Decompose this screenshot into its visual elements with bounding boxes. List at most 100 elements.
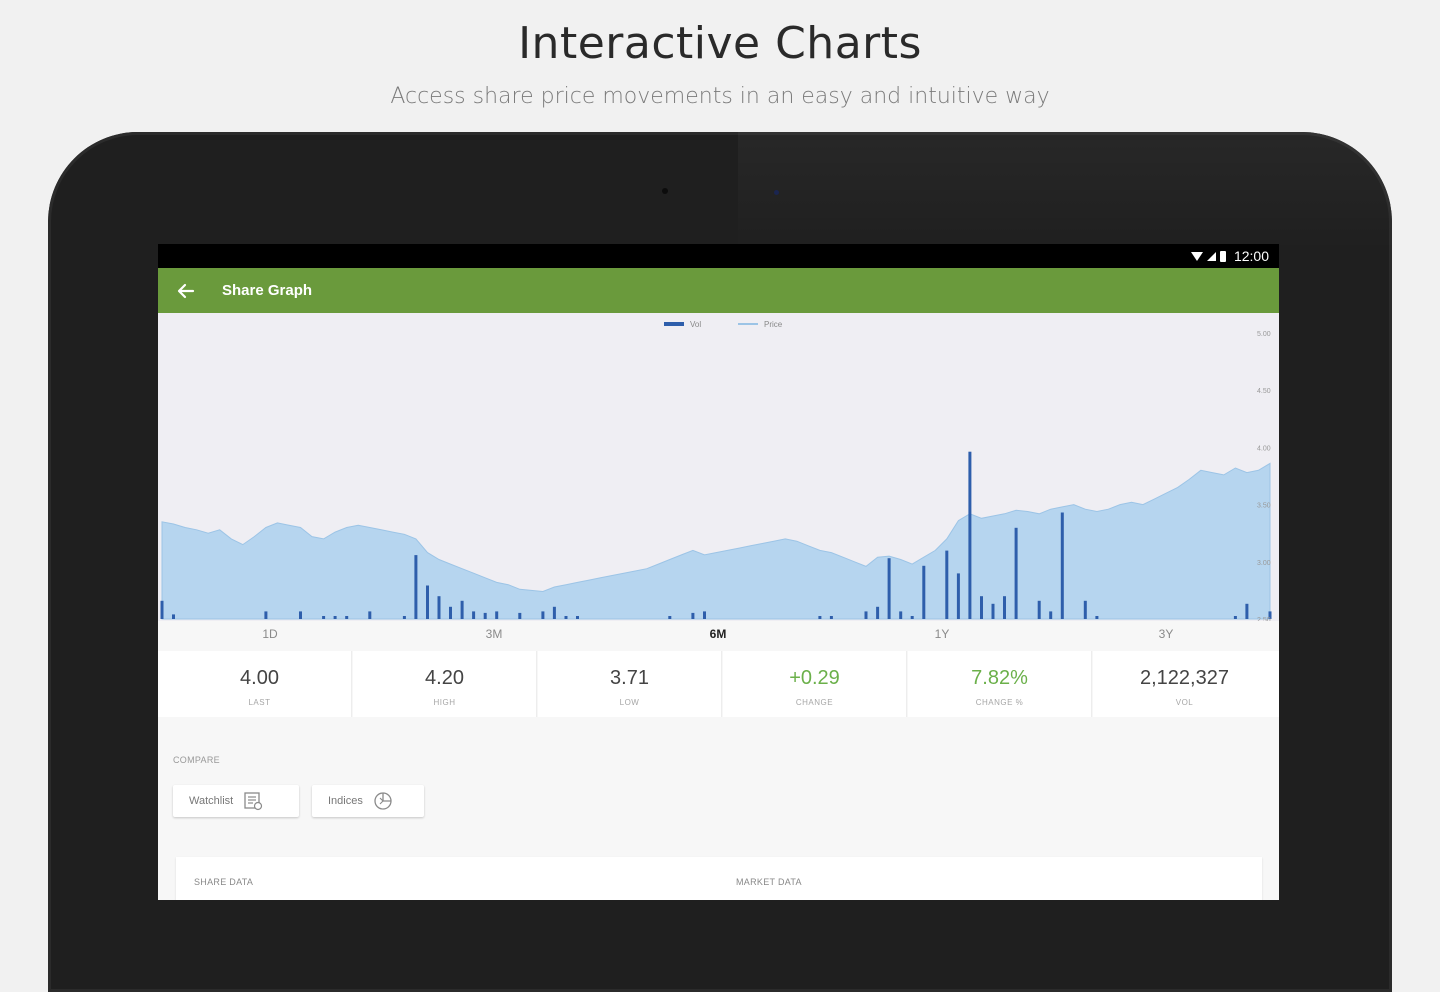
range-selector: 1D 3M 6M 1Y 3Y (158, 621, 1279, 651)
volume-bar (864, 611, 868, 619)
indices-button-label: Indices (328, 795, 363, 807)
volume-bar (1268, 611, 1272, 619)
stat-change: +0.29 CHANGE (723, 651, 907, 717)
volume-bar (437, 596, 441, 619)
price-area (161, 462, 1271, 620)
stat-last-label: LAST (248, 698, 271, 707)
volume-bar (564, 616, 568, 619)
volume-bar (552, 606, 556, 619)
status-time: 12:00 (1233, 248, 1269, 264)
range-tab-1d[interactable]: 1D (262, 627, 278, 641)
status-bar: 12:00 (158, 244, 1279, 268)
y-tick-label: 3.50 (1257, 503, 1271, 510)
stat-change-pct-value: 7.82% (971, 667, 1028, 689)
stat-high: 4.20 HIGH (353, 651, 537, 717)
volume-bar (449, 606, 452, 619)
volume-bar (1049, 611, 1053, 619)
volume-bar (518, 612, 522, 619)
share-data-label: SHARE DATA (194, 877, 254, 887)
volume-bar (160, 600, 164, 619)
device-screen: 12:00 Share Graph 5.00 4.50 4.00 3.50 3.00 2.… (158, 244, 1279, 900)
stat-vol: 2,122,327 VOL (1093, 651, 1276, 717)
legend-vol-swatch (664, 322, 684, 326)
y-tick-label: 4.00 (1257, 445, 1271, 452)
volume-bar (1245, 603, 1249, 619)
y-tick-label: 4.50 (1257, 388, 1271, 395)
app-bar-title: Share Graph (222, 282, 313, 299)
watchlist-button-label: Watchlist (189, 795, 234, 807)
indices-button[interactable]: Indices (312, 785, 424, 817)
indices-icon (373, 791, 393, 811)
app-bar: Share Graph (158, 268, 1279, 313)
volume-bar (829, 616, 833, 619)
volume-bar (876, 606, 880, 619)
y-tick-label: 2.50 (1257, 617, 1271, 621)
volume-bar (1083, 600, 1087, 619)
status-icons: 12:00 (1190, 246, 1269, 266)
data-card: SHARE DATA MARKET DATA (176, 857, 1262, 900)
volume-bar (691, 612, 695, 619)
volume-bar (402, 616, 406, 619)
range-tab-3m[interactable]: 3M (485, 627, 503, 641)
compare-label: COMPARE (173, 755, 220, 765)
stats-row: 4.00 LAST 4.20 HIGH 3.71 LOW +0.29 CHANG… (168, 651, 1276, 717)
volume-bar (299, 611, 302, 619)
legend-price-swatch (738, 323, 758, 325)
back-arrow-icon[interactable] (176, 281, 196, 301)
volume-bar (483, 612, 487, 619)
volume-bar (172, 614, 175, 619)
volume-bar (945, 550, 949, 619)
market-data-label: MARKET DATA (736, 877, 802, 887)
y-tick-label: 5.00 (1257, 331, 1271, 338)
stat-vol-label: VOL (1175, 698, 1194, 707)
volume-bar (1095, 616, 1099, 619)
range-tab-6m[interactable]: 6M (709, 627, 727, 641)
volume-bar (1037, 600, 1041, 619)
y-tick-label: 3.00 (1257, 560, 1271, 567)
sensor-icon (774, 190, 779, 195)
legend-vol-label: Vol (690, 320, 701, 329)
volume-bar (980, 596, 983, 619)
volume-bar (1003, 596, 1006, 619)
battery-icon (1219, 250, 1226, 262)
stat-change-pct-label: CHANGE % (975, 698, 1024, 707)
share-chart-svg: 5.00 4.50 4.00 3.50 3.00 2.50 Vol Price (160, 320, 1272, 621)
volume-bar (910, 616, 914, 619)
volume-bar (922, 565, 926, 619)
stat-high-label: HIGH (433, 698, 456, 707)
range-tab-3y[interactable]: 3Y (1158, 627, 1174, 641)
stat-low-label: LOW (619, 698, 640, 707)
volume-bar (345, 616, 349, 619)
stat-change-pct: 7.82% CHANGE % (908, 651, 1092, 717)
stat-high-value: 4.20 (425, 667, 464, 689)
compare-section: COMPARE Watchlist Indices (158, 717, 1279, 900)
stat-low-value: 3.71 (610, 667, 649, 689)
camera-icon (662, 188, 668, 194)
stat-change-label: CHANGE (795, 698, 834, 707)
stat-vol-value: 2,122,327 (1140, 667, 1229, 689)
stat-last: 4.00 LAST (168, 651, 352, 717)
volume-bar (495, 611, 499, 619)
wifi-icon (1190, 251, 1203, 261)
volume-bar (956, 573, 960, 619)
signal-icon (1206, 251, 1216, 261)
volume-bar (887, 558, 891, 619)
volume-bar (472, 611, 476, 619)
volume-bar (968, 451, 972, 619)
legend-price-label: Price (764, 320, 783, 329)
share-chart[interactable]: 5.00 4.50 4.00 3.50 3.00 2.50 Vol Price (158, 313, 1279, 621)
volume-bar (668, 616, 672, 619)
volume-bar (333, 616, 337, 619)
volume-bar (322, 616, 326, 619)
stat-change-value: +0.29 (789, 667, 840, 689)
volume-bar (264, 611, 268, 619)
promo-subtitle: Access share price movements in an easy … (390, 84, 1050, 109)
volume-bar (1233, 616, 1237, 619)
promo-title: Interactive Charts (518, 18, 922, 69)
watchlist-icon (243, 791, 263, 811)
volume-bar (818, 616, 822, 619)
range-tab-1y[interactable]: 1Y (934, 627, 950, 641)
volume-bar (414, 555, 418, 619)
volume-bar (368, 611, 372, 619)
watchlist-button[interactable]: Watchlist (173, 785, 299, 817)
